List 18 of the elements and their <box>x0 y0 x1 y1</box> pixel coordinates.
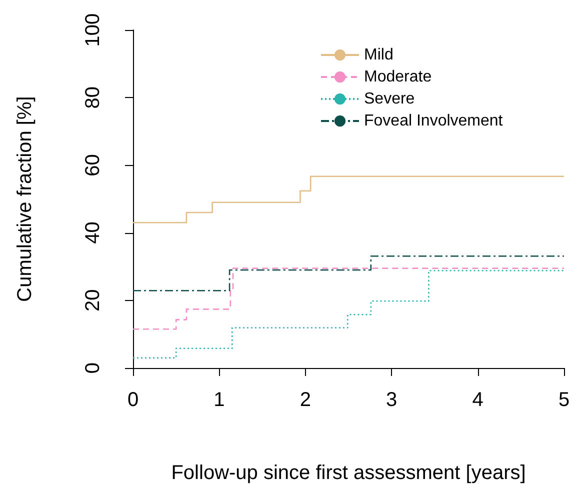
y-tick-label: 0 <box>82 362 104 374</box>
y-tick-label: 60 <box>82 154 104 176</box>
legend-label: Mild <box>364 46 394 64</box>
y-axis-title: Cumulative fraction [%] <box>14 96 36 302</box>
x-tick-label: 1 <box>214 389 225 411</box>
x-tick-label: 4 <box>472 389 484 411</box>
y-tick-label: 100 <box>82 13 104 47</box>
x-axis-title: Follow-up since first assessment [years] <box>171 462 526 484</box>
legend-label: Severe <box>364 90 415 108</box>
x-tick-label: 3 <box>386 389 398 411</box>
legend-label: Moderate <box>364 68 432 86</box>
y-tick-label: 80 <box>82 86 104 109</box>
x-tick-label: 2 <box>300 389 311 411</box>
y-tick-label: 40 <box>82 222 104 244</box>
x-tick-label: 0 <box>127 389 139 411</box>
x-tick-label: 5 <box>558 389 570 411</box>
legend-label: Foveal Involvement <box>364 112 504 130</box>
y-tick-label: 20 <box>82 289 104 312</box>
